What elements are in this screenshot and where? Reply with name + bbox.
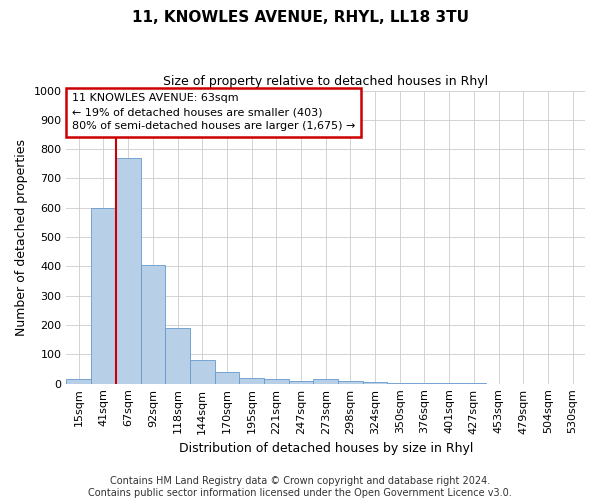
Title: Size of property relative to detached houses in Rhyl: Size of property relative to detached ho… (163, 75, 488, 88)
Text: Contains HM Land Registry data © Crown copyright and database right 2024.
Contai: Contains HM Land Registry data © Crown c… (88, 476, 512, 498)
Text: 11 KNOWLES AVENUE: 63sqm
← 19% of detached houses are smaller (403)
80% of semi-: 11 KNOWLES AVENUE: 63sqm ← 19% of detach… (71, 94, 355, 132)
Bar (165, 328, 190, 384)
Y-axis label: Number of detached properties: Number of detached properties (15, 138, 28, 336)
Bar (67, 380, 91, 384)
Bar (215, 372, 239, 384)
Bar (239, 378, 264, 384)
Bar (412, 383, 437, 384)
Bar (140, 265, 165, 384)
Bar (289, 380, 313, 384)
Bar (116, 158, 140, 384)
Text: 11, KNOWLES AVENUE, RHYL, LL18 3TU: 11, KNOWLES AVENUE, RHYL, LL18 3TU (131, 10, 469, 25)
Bar (313, 380, 338, 384)
Bar (190, 360, 215, 384)
X-axis label: Distribution of detached houses by size in Rhyl: Distribution of detached houses by size … (179, 442, 473, 455)
Bar (91, 208, 116, 384)
Bar (338, 382, 363, 384)
Bar (264, 380, 289, 384)
Bar (363, 382, 388, 384)
Bar (388, 382, 412, 384)
